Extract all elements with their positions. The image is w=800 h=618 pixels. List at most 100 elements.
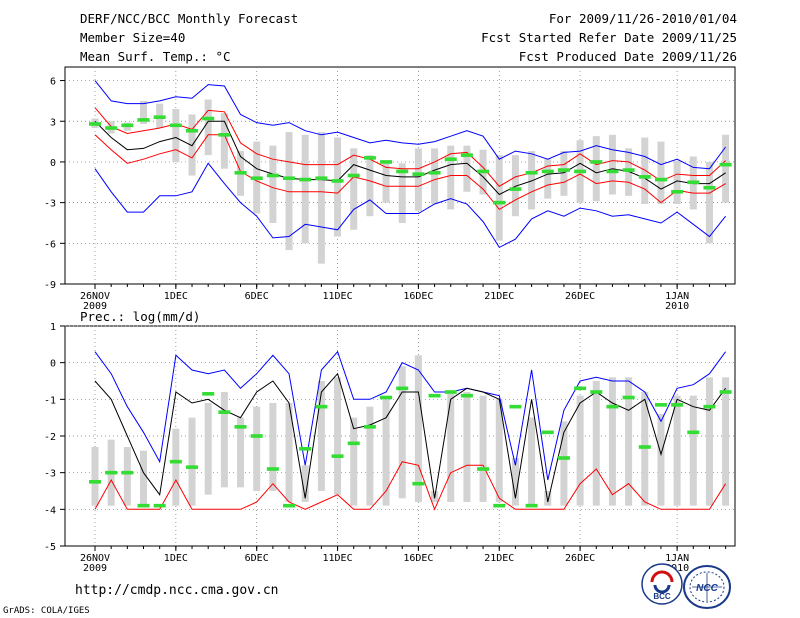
prec-range-bar: [140, 450, 148, 506]
prec-range-bar: [91, 447, 99, 506]
bcc-logo: BCC: [641, 563, 683, 605]
temp-range-bar: [317, 132, 325, 264]
prec-ytick-label: -4: [44, 505, 56, 516]
bcc-logo-text: BCC: [653, 592, 671, 601]
temp-obs-marker: [234, 170, 247, 175]
prec-obs-marker: [590, 390, 603, 394]
prec-range-bar: [188, 417, 196, 506]
temp-obs-marker: [299, 177, 312, 182]
source-url[interactable]: http://cmdp.ncc.cma.gov.cn: [75, 583, 279, 598]
prec-range-bar: [544, 491, 552, 506]
prec-range-bar: [220, 392, 228, 488]
temp-obs-marker: [315, 176, 328, 181]
temp-xtick-label: 21DEC: [484, 291, 514, 302]
prec-obs-marker: [218, 410, 231, 414]
temp-obs-marker: [121, 123, 134, 128]
temp-range-bar: [301, 134, 309, 244]
temp-obs-marker: [266, 173, 279, 178]
temp-obs-marker: [574, 169, 587, 174]
prec-xtick-label: 16DEC: [403, 553, 433, 564]
prec-obs-marker: [363, 425, 376, 429]
temp-panel-label: Mean Surf. Temp.: °C: [80, 49, 231, 64]
temp-range-bar: [673, 160, 681, 204]
prec-xtick-year: 2010: [665, 563, 689, 574]
ncc-logo: NCC: [683, 565, 731, 609]
prec-obs-marker: [283, 503, 296, 508]
prec-ytick-label: -3: [44, 469, 56, 480]
prec-range-bar: [689, 395, 697, 506]
temp-xtick-label: 26NOV: [80, 291, 110, 302]
prec-obs-marker: [493, 503, 506, 508]
temp-range-bar: [495, 155, 503, 241]
ncc-logo-text: NCC: [696, 583, 718, 594]
prec-obs-marker: [153, 503, 166, 508]
produced-date: Fcst Produced Date 2009/11/26: [518, 49, 737, 64]
temp-range-bar: [350, 148, 358, 230]
temp-obs-marker: [687, 180, 700, 185]
temp-range-bar: [414, 148, 422, 211]
prec-range-bar: [463, 392, 471, 502]
temp-range-bar: [592, 136, 600, 202]
temp-xtick-label: 16DEC: [403, 291, 433, 302]
prec-range-bar: [350, 417, 358, 506]
prec-range-bar: [608, 377, 616, 506]
temp-series-upper: [94, 107, 726, 187]
temp-obs-marker: [363, 156, 376, 160]
temp-ytick-label: -9: [44, 280, 56, 291]
temp-obs-marker: [186, 128, 199, 133]
prec-range-bar: [334, 377, 342, 495]
prec-obs-marker: [671, 403, 684, 407]
prec-xtick-label: 26DEC: [565, 553, 595, 564]
temp-obs-marker: [137, 118, 150, 122]
prec-xtick-label: 1JAN: [665, 553, 689, 564]
prec-range-bar: [398, 366, 406, 499]
prec-obs-marker: [121, 470, 134, 475]
temp-xtick-label: 1DEC: [164, 291, 188, 302]
prec-range-bar: [317, 381, 325, 491]
temp-frame: [64, 66, 736, 285]
temp-range-bar: [625, 148, 633, 196]
prec-range-bar: [301, 465, 309, 502]
prec-obs-marker: [202, 392, 215, 396]
prec-ytick-label: 1: [50, 322, 56, 333]
temp-obs-marker: [89, 122, 101, 126]
temp-obs-marker: [703, 185, 716, 190]
prec-obs-marker: [331, 454, 344, 458]
prec-obs-marker: [186, 465, 199, 469]
temp-range-bar: [705, 161, 713, 244]
prec-obs-marker: [638, 445, 651, 449]
temp-obs-marker: [347, 173, 360, 178]
prec-xtick-label: 26NOV: [80, 553, 110, 564]
temp-obs-marker: [412, 172, 425, 176]
prec-obs-marker: [315, 404, 328, 409]
prec-panel-label: Prec.: log(mm/d): [80, 309, 201, 324]
prec-obs-marker: [412, 481, 425, 486]
prec-xtick-label: 6DEC: [245, 553, 269, 564]
prec-range-bar: [172, 428, 180, 506]
temp-obs-marker: [460, 153, 473, 157]
prec-obs-marker: [622, 395, 635, 400]
temp-obs-marker: [590, 160, 603, 164]
temp-xtick-label: 6DEC: [245, 291, 269, 302]
temp-range-bar: [204, 99, 212, 156]
prec-range-bar: [657, 414, 665, 506]
temp-range-bar: [608, 134, 616, 195]
temp-obs-marker: [477, 169, 490, 174]
temp-obs-marker: [153, 115, 166, 119]
temp-range-bar: [641, 137, 649, 204]
prec-series-max: [94, 350, 727, 481]
prec-obs-marker: [250, 434, 263, 438]
prec-range-bar: [237, 417, 245, 488]
temp-obs-marker: [654, 177, 667, 182]
prec-xtick-label: 1DEC: [164, 553, 188, 564]
temp-ytick-label: -3: [44, 199, 56, 210]
prec-range-bar: [528, 417, 536, 506]
temp-obs-marker: [444, 157, 457, 162]
prec-obs-marker: [380, 395, 393, 400]
temp-obs-marker: [169, 123, 182, 128]
prec-obs-marker: [687, 430, 700, 435]
temp-range-bar: [722, 134, 730, 203]
temp-ytick-label: 0: [50, 158, 56, 169]
temp-obs-marker: [525, 170, 538, 175]
